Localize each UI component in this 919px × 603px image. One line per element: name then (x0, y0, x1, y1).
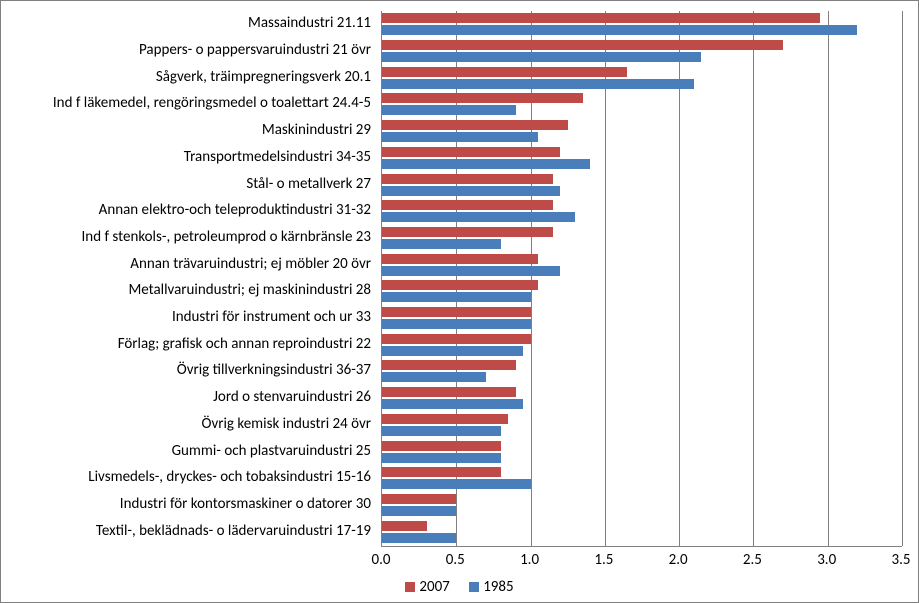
bar-2007 (382, 13, 820, 23)
plot-area (381, 11, 902, 547)
bar-2007 (382, 120, 568, 130)
bar-1985 (382, 292, 531, 302)
bar-1985 (382, 186, 560, 196)
legend-label-2007: 2007 (419, 578, 449, 596)
bar-1985 (382, 319, 531, 329)
bar-1985 (382, 105, 516, 115)
bar-1985 (382, 159, 590, 169)
category-label: Ind f stenkols-, petroleumprod o kärnbrä… (1, 230, 377, 245)
x-tick-label: 3.0 (807, 551, 847, 569)
bar-1985 (382, 266, 560, 276)
bar-1985 (382, 239, 501, 249)
bar-1985 (382, 399, 523, 409)
chart-container: 2007 1985 0.0 0.5 1.0 1.5 2.0 2.5 3.0 3.5 Massai… (0, 0, 919, 603)
bar-2007 (382, 147, 560, 157)
bar-1985 (382, 426, 501, 436)
gridline (679, 11, 680, 546)
category-label: Jord o stenvaruindustri 26 (1, 390, 377, 405)
bar-2007 (382, 307, 531, 317)
bar-1985 (382, 132, 538, 142)
bar-1985 (382, 346, 523, 356)
x-tick-label: 0.5 (435, 551, 475, 569)
bar-2007 (382, 467, 501, 477)
category-label: Maskinindustri 29 (1, 123, 377, 138)
bar-1985 (382, 212, 575, 222)
bar-2007 (382, 494, 456, 504)
legend-item-1985: 1985 (469, 578, 513, 596)
x-tick-label: 2.5 (732, 551, 772, 569)
bar-1985 (382, 372, 486, 382)
category-label: Annan elektro-och teleproduktindustri 31… (1, 203, 377, 218)
bar-2007 (382, 254, 538, 264)
bar-2007 (382, 280, 538, 290)
category-label: Massaindustri 21.11 (1, 16, 377, 31)
bar-2007 (382, 174, 553, 184)
legend-label-1985: 1985 (483, 578, 513, 596)
category-label: Övrig kemisk industri 24 övr (1, 417, 377, 432)
bar-2007 (382, 334, 531, 344)
bar-2007 (382, 521, 427, 531)
category-label: Övrig tillverkningsindustri 36-37 (1, 363, 377, 378)
x-tick-label: 3.5 (881, 551, 919, 569)
gridline (753, 11, 754, 546)
x-tick-label: 2.0 (658, 551, 698, 569)
gridline (902, 11, 903, 546)
bar-1985 (382, 52, 701, 62)
x-tick-label: 1.5 (584, 551, 624, 569)
bar-2007 (382, 360, 516, 370)
legend-item-2007: 2007 (405, 578, 449, 596)
category-label: Textil-, beklädnads- o lädervaruindustri… (1, 524, 377, 539)
bar-1985 (382, 479, 531, 489)
x-tick-label: 0.0 (361, 551, 401, 569)
category-label: Gummi- och plastvaruindustri 25 (1, 444, 377, 459)
bar-1985 (382, 25, 857, 35)
category-label: Pappers- o pappersvaruindustri 21 övr (1, 43, 377, 58)
bar-1985 (382, 506, 456, 516)
bar-2007 (382, 414, 508, 424)
gridline (456, 11, 457, 546)
gridline (828, 11, 829, 546)
category-label: Livsmedels-, dryckes- och tobaksindustri… (1, 470, 377, 485)
bar-1985 (382, 453, 501, 463)
category-label: Metallvaruindustri; ej maskinindustri 28 (1, 283, 377, 298)
legend-swatch-2007 (405, 582, 415, 592)
gridline (605, 11, 606, 546)
category-label: Industri för kontorsmaskiner o datorer 3… (1, 497, 377, 512)
x-tick-label: 1.0 (510, 551, 550, 569)
bar-1985 (382, 79, 694, 89)
category-label: Ind f läkemedel, rengöringsmedel o toale… (1, 96, 377, 111)
bar-2007 (382, 67, 627, 77)
bar-2007 (382, 227, 553, 237)
category-label: Industri för instrument och ur 33 (1, 310, 377, 325)
category-label: Sågverk, träimpregneringsverk 20.1 (1, 70, 377, 85)
bar-2007 (382, 200, 553, 210)
category-label: Stål- o metallverk 27 (1, 177, 377, 192)
legend-swatch-1985 (469, 582, 479, 592)
category-label: Förlag; grafisk och annan reproindustri … (1, 337, 377, 352)
gridline (531, 11, 532, 546)
bar-2007 (382, 40, 783, 50)
category-label: Transportmedelsindustri 34-35 (1, 150, 377, 165)
category-label: Annan trävaruindustri; ej möbler 20 övr (1, 257, 377, 272)
bar-1985 (382, 533, 456, 543)
bar-2007 (382, 387, 516, 397)
bar-2007 (382, 93, 583, 103)
legend: 2007 1985 (1, 578, 918, 596)
bar-2007 (382, 441, 501, 451)
